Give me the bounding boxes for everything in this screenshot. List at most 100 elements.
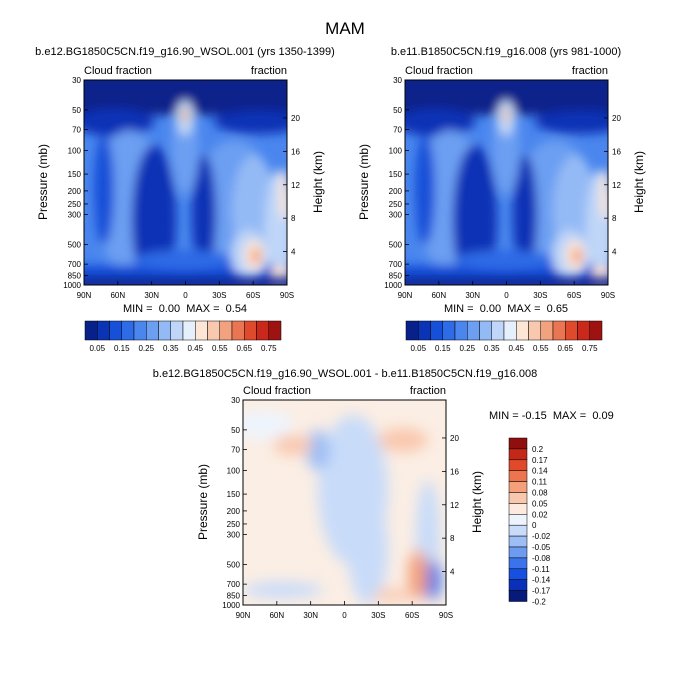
panel-3-stats: MIN = -0.15 MAX = 0.09 bbox=[489, 410, 614, 422]
difference-region bbox=[273, 435, 313, 455]
cloud-region bbox=[132, 145, 176, 285]
panel-3-x-ticks: 90N 60N 30N 0 30S 60S 90S bbox=[236, 601, 453, 620]
colorbar-box bbox=[577, 320, 590, 341]
colorbar-box bbox=[467, 320, 480, 341]
colorbar-box bbox=[454, 320, 468, 341]
colorbar-box bbox=[508, 524, 528, 537]
panel-1-ylabel-right: Height (km) bbox=[311, 151, 325, 213]
difference-region bbox=[373, 589, 413, 601]
colorbar-box bbox=[182, 320, 196, 341]
height-tick-label: 16 bbox=[450, 467, 459, 476]
y-tick-label: 1000 bbox=[384, 281, 402, 290]
colorbar-box bbox=[219, 320, 233, 341]
x-tick-label: 90S bbox=[280, 291, 294, 300]
y-tick-label: 300 bbox=[389, 211, 403, 220]
colorbar-box bbox=[231, 320, 245, 341]
peak-region bbox=[182, 108, 188, 122]
x-tick-label: 60N bbox=[269, 611, 284, 620]
panel-1-left-label: Cloud fraction bbox=[84, 65, 152, 77]
colorbar-box bbox=[508, 514, 528, 526]
x-tick-label: 90N bbox=[398, 291, 413, 300]
x-tick-label: 0 bbox=[183, 291, 188, 300]
colorbar-div: 0.2 0.17 0.14 0.11 0.080.05 0.02 0 -0.02 -0.05 -0… bbox=[508, 437, 551, 607]
y-tick-label: 100 bbox=[68, 146, 82, 155]
panel-3-ylabel: Pressure (mb) bbox=[196, 464, 210, 540]
panel-1-height-ticks: 20 16 12 8 4 bbox=[283, 114, 300, 257]
cloud-region bbox=[134, 250, 234, 270]
height-tick-label: 4 bbox=[612, 248, 617, 257]
x-tick-label: 30N bbox=[465, 291, 480, 300]
cloud-region bbox=[279, 170, 287, 220]
colorbar-label: 0.15 bbox=[114, 344, 130, 353]
colorbar-box bbox=[508, 470, 528, 482]
colorbar-box bbox=[508, 459, 528, 471]
difference-region bbox=[243, 410, 293, 440]
colorbar-label: 0.15 bbox=[435, 344, 451, 353]
colorbar-label: 0.45 bbox=[508, 344, 524, 353]
colorbar-label: 0.35 bbox=[484, 344, 500, 353]
x-tick-label: 0 bbox=[504, 291, 509, 300]
figure-title: MAM bbox=[325, 19, 365, 38]
colorbar-box bbox=[508, 481, 528, 493]
height-tick-label: 8 bbox=[291, 214, 296, 223]
height-tick-label: 16 bbox=[612, 147, 621, 156]
colorbar-label: -0.02 bbox=[532, 532, 551, 541]
colorbar-box bbox=[508, 557, 528, 570]
colorbar-label: 0.2 bbox=[532, 445, 544, 454]
x-tick-label: 30S bbox=[212, 291, 226, 300]
panel-2-ylabel: Pressure (mb) bbox=[357, 144, 371, 220]
colorbar-label: 0.08 bbox=[532, 489, 548, 498]
y-tick-label: 150 bbox=[389, 170, 403, 179]
colorbar-box bbox=[589, 320, 603, 341]
y-tick-label: 70 bbox=[393, 126, 402, 135]
chart-panel-1: b.e12.BG1850C5CN.f19_g16.90_WSOL.001 (yr… bbox=[35, 46, 335, 353]
colorbar-box bbox=[508, 568, 528, 580]
colorbar-box bbox=[405, 320, 419, 341]
colorbar-label: 0.11 bbox=[532, 478, 548, 487]
panel-3-left-label: Cloud fraction bbox=[243, 385, 311, 397]
colorbar-box bbox=[207, 320, 220, 341]
y-tick-label: 250 bbox=[389, 200, 403, 209]
panel-1-field bbox=[84, 80, 287, 285]
colorbar-box bbox=[491, 320, 505, 341]
y-tick-label: 70 bbox=[231, 446, 240, 455]
y-tick-label: 1000 bbox=[222, 601, 240, 610]
colorbar-label: 0.02 bbox=[532, 510, 548, 519]
height-tick-label: 12 bbox=[450, 501, 459, 510]
colorbar-label: -0.08 bbox=[532, 554, 551, 563]
cloud-region bbox=[600, 170, 608, 220]
panel-2-height-ticks: 20 16 12 8 4 bbox=[604, 114, 621, 257]
difference-region bbox=[425, 560, 441, 600]
colorbar-box bbox=[508, 503, 528, 515]
panel-1-stats: MIN = 0.00 MAX = 0.54 bbox=[123, 303, 247, 315]
x-tick-label: 60S bbox=[405, 611, 419, 620]
colorbar-label: 0.75 bbox=[261, 344, 277, 353]
y-tick-label: 250 bbox=[68, 200, 82, 209]
chart-panel-2: b.e11.B1850C5CN.f19_g16.008 (yrs 981-100… bbox=[357, 46, 646, 353]
colorbar-label: 0.05 bbox=[89, 344, 105, 353]
colorbar-box bbox=[170, 320, 184, 341]
x-tick-label: 90N bbox=[236, 611, 251, 620]
colorbar-label: 0.55 bbox=[533, 344, 549, 353]
height-tick-label: 20 bbox=[450, 434, 459, 443]
field-layers bbox=[405, 80, 608, 285]
y-tick-label: 30 bbox=[72, 76, 81, 85]
panel-3-title: b.e12.BG1850C5CN.f19_g16.90_WSOL.001 - b… bbox=[153, 368, 537, 380]
y-tick-label: 300 bbox=[227, 531, 241, 540]
colorbar-box bbox=[508, 492, 528, 504]
cloud-region bbox=[513, 155, 537, 275]
panel-1-right-label: fraction bbox=[251, 65, 287, 77]
y-tick-label: 70 bbox=[72, 126, 81, 135]
y-tick-label: 50 bbox=[231, 426, 240, 435]
colorbar-box bbox=[256, 320, 269, 341]
x-tick-label: 60S bbox=[567, 291, 581, 300]
colorbar-box bbox=[133, 320, 147, 341]
panel-2-title: b.e11.B1850C5CN.f19_g16.008 (yrs 981-100… bbox=[391, 46, 621, 58]
x-tick-label: 90S bbox=[439, 611, 453, 620]
y-tick-label: 850 bbox=[389, 271, 403, 280]
colorbar-box bbox=[528, 320, 541, 341]
colorbar-label: 0.25 bbox=[138, 344, 154, 353]
colorbar-label: 0.05 bbox=[532, 499, 548, 508]
